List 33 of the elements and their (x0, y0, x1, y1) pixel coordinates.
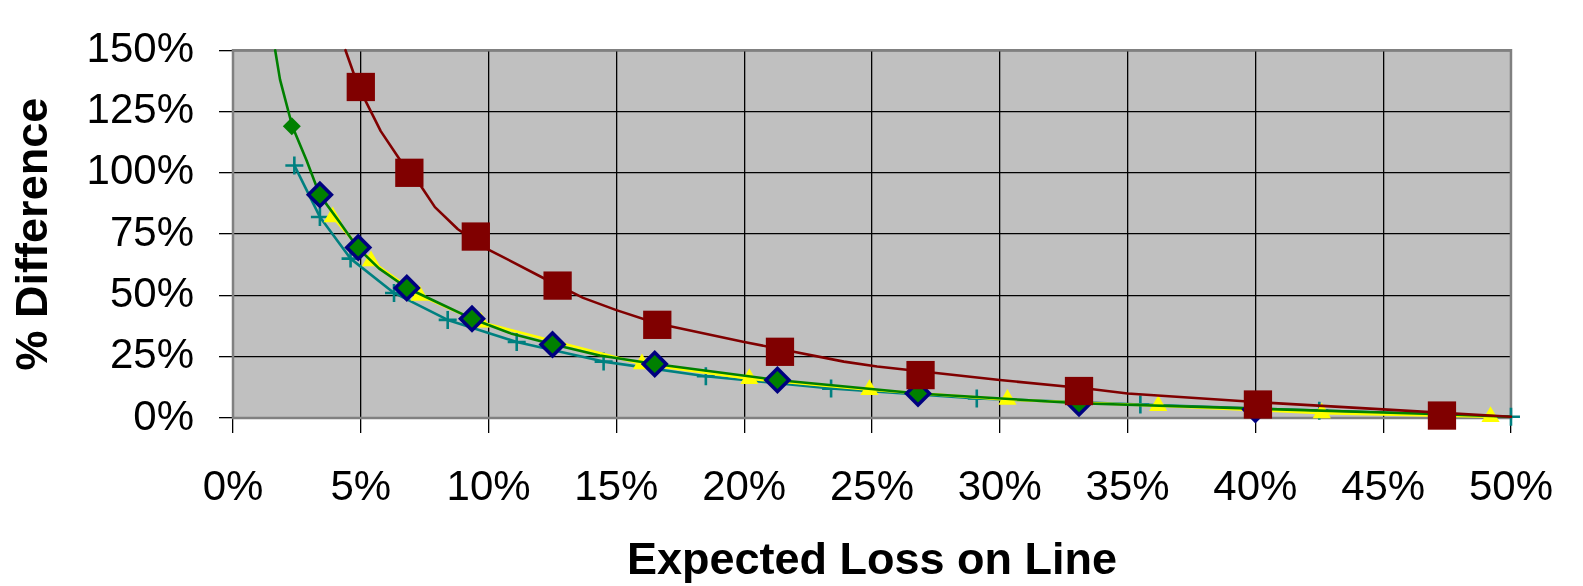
x-tick-label: 0% (202, 461, 264, 509)
y-tick-label: 150% (86, 23, 194, 71)
point (643, 310, 672, 339)
x-tick-label: 20% (702, 461, 787, 509)
y-tick-label: 25% (109, 330, 194, 378)
point (1427, 401, 1457, 430)
x-tick-label: 15% (574, 461, 659, 509)
y-tick-label: 125% (86, 85, 194, 133)
x-tick-label: 50% (1468, 461, 1553, 509)
y-tick-label: 75% (109, 207, 194, 255)
point (346, 72, 375, 102)
point (284, 155, 305, 176)
point (461, 222, 490, 251)
point (1243, 390, 1273, 419)
x-tick-label: 45% (1341, 461, 1426, 509)
y-axis-title: % Difference (6, 97, 58, 371)
point (906, 360, 935, 390)
point (543, 271, 572, 300)
point (437, 309, 458, 331)
x-tick-label: 10% (446, 461, 531, 509)
point (395, 158, 424, 187)
y-tick-label: 50% (109, 268, 194, 316)
x-tick-label: 25% (829, 461, 915, 509)
x-tick-label: 5% (330, 461, 392, 509)
point (1064, 376, 1094, 406)
x-tick-label: 35% (1085, 461, 1170, 509)
x-tick-label: 30% (957, 461, 1042, 509)
point (765, 337, 795, 366)
y-tick-label: 100% (86, 146, 194, 194)
point (282, 117, 301, 136)
y-tick-label: 0% (133, 391, 194, 439)
x-axis-title: Expected Loss on Line (626, 532, 1118, 584)
x-tick-label: 40% (1213, 461, 1298, 509)
